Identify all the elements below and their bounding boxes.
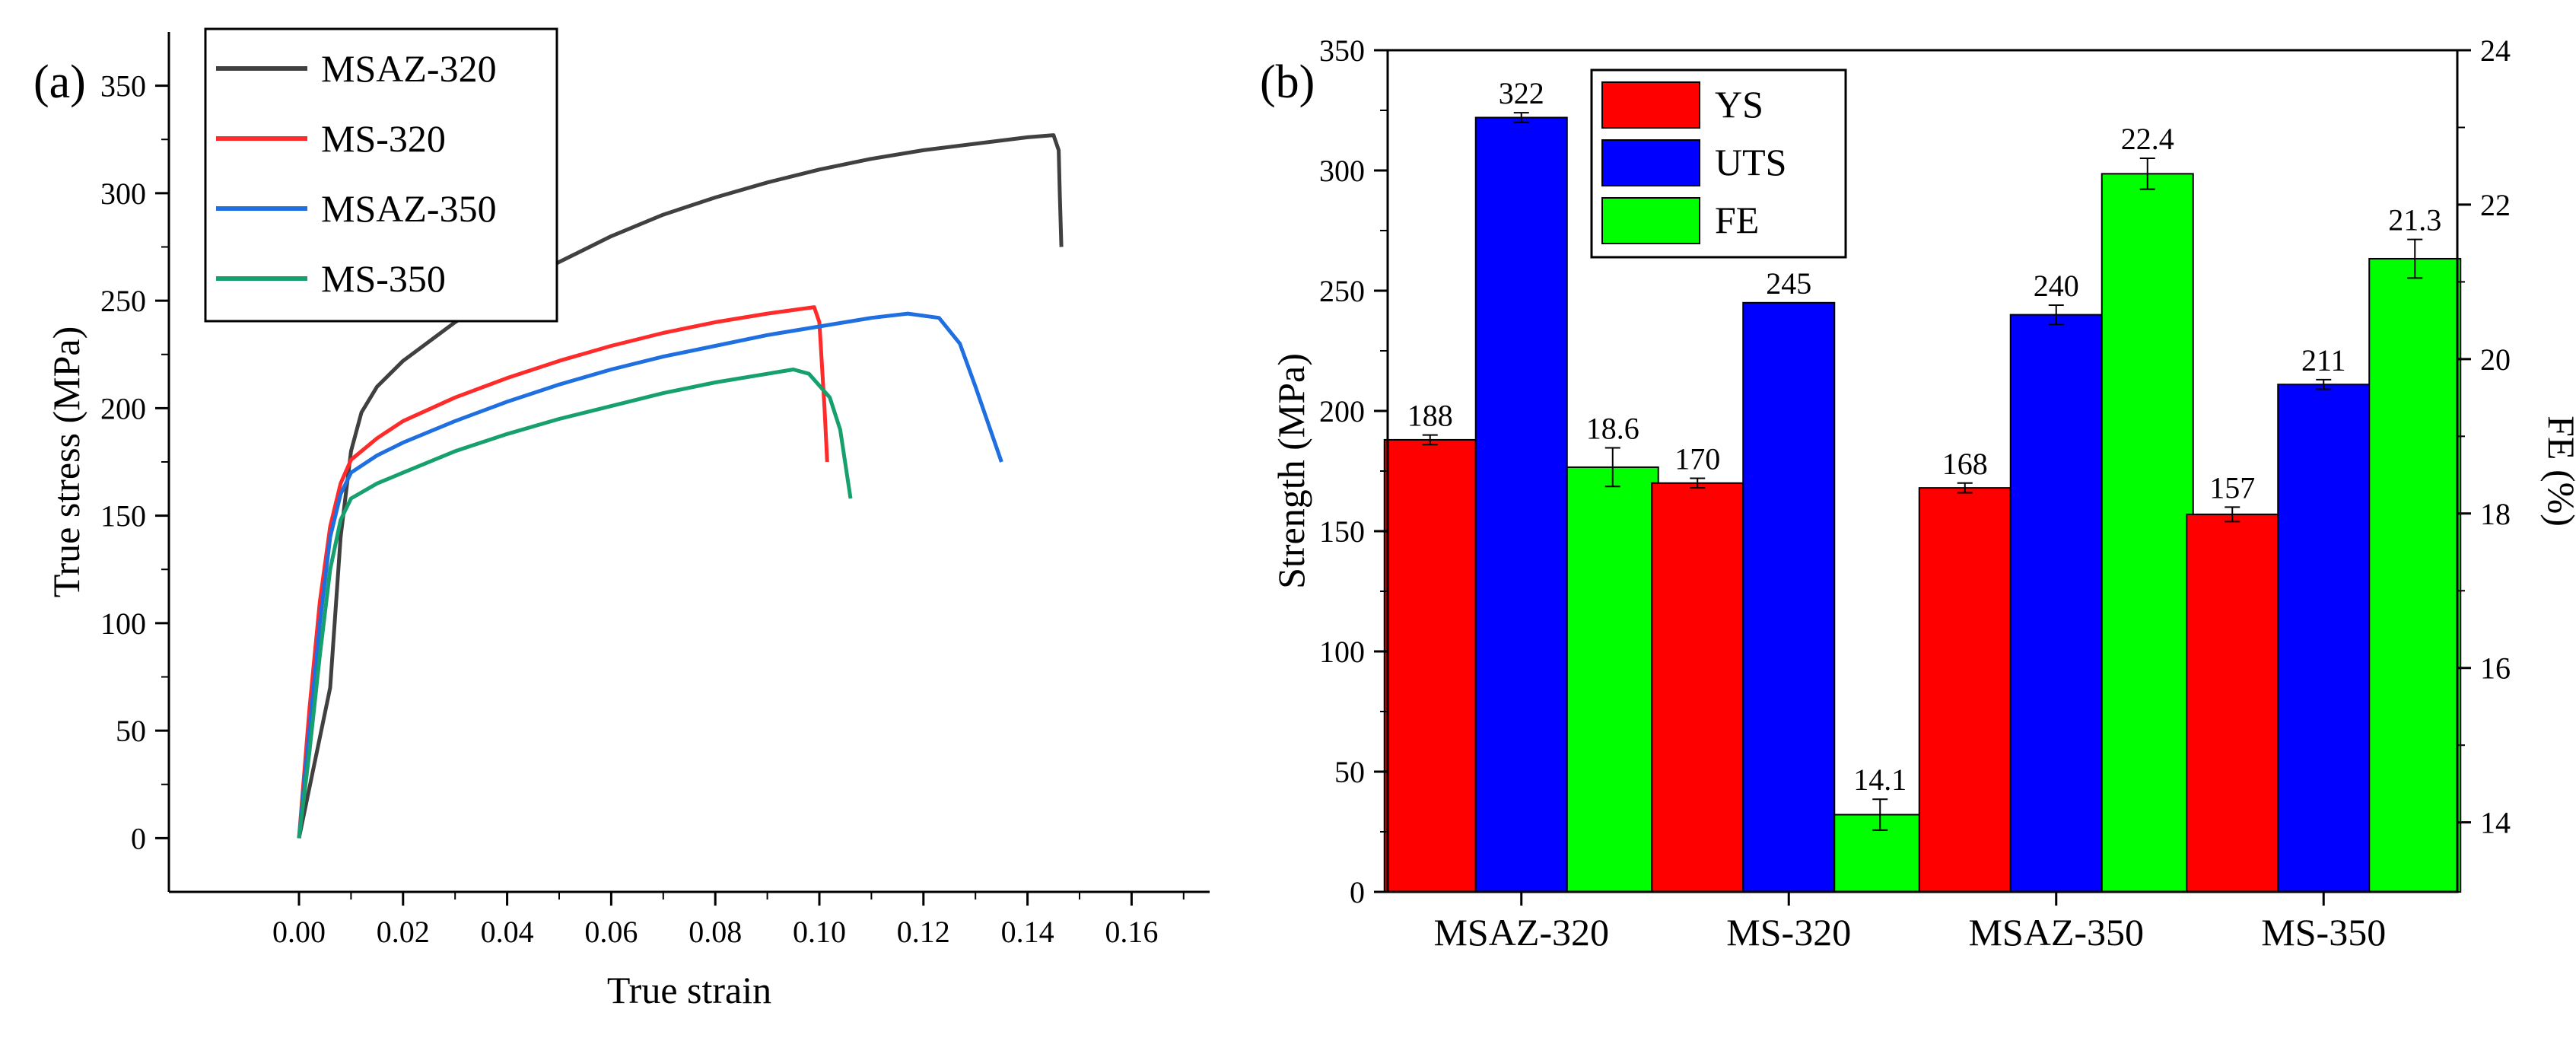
- y-tick-label: 50: [116, 714, 146, 748]
- series-line-ms-350: [297, 368, 853, 839]
- legend-label: FE: [1715, 199, 1759, 241]
- legend-label: YS: [1715, 83, 1763, 126]
- y-tick-label: 100: [1319, 635, 1365, 669]
- y-tick-label: 0: [131, 821, 146, 855]
- legend-swatch-uts: [1601, 139, 1700, 186]
- y2-tick-label: 24: [2480, 33, 2511, 68]
- legend-swatch-ys: [1601, 81, 1700, 129]
- legend-label: MSAZ-320: [321, 47, 497, 90]
- y2-tick-label: 18: [2480, 497, 2511, 531]
- y-tick-label: 300: [1319, 154, 1365, 188]
- y-tick-label: 100: [100, 607, 146, 641]
- y-tick-label: 250: [100, 284, 146, 318]
- series-line-msaz-350: [297, 311, 1003, 839]
- y-tick-label: 200: [100, 391, 146, 425]
- category-label: MSAZ-350: [1968, 911, 2144, 954]
- x-tick-label: 0.06: [584, 915, 638, 949]
- bar-value-label: 21.3: [2388, 203, 2441, 237]
- x-tick-label: 0.10: [793, 915, 846, 949]
- bar-value-label: 170: [1674, 441, 1720, 476]
- bar-uts: [2277, 384, 2371, 893]
- legend-swatch-fe: [1601, 197, 1700, 244]
- legend-box: [204, 27, 558, 323]
- y-tick-label: 350: [100, 69, 146, 103]
- panel-label: (b): [1260, 56, 1315, 108]
- bar-value-label: 168: [1942, 447, 1988, 481]
- bar-value-label: 188: [1407, 399, 1453, 433]
- bar-value-label: 245: [1766, 266, 1811, 301]
- bar-ys: [1651, 482, 1744, 893]
- bar-uts: [1474, 116, 1568, 893]
- bar-value-label: 18.6: [1586, 412, 1639, 446]
- bar-fe: [1566, 466, 1659, 893]
- bar-value-label: 322: [1499, 76, 1544, 110]
- bar-uts: [2009, 314, 2103, 893]
- x-tick-label: 0.00: [272, 915, 326, 949]
- y2-tick-label: 20: [2480, 342, 2511, 377]
- legend-label: UTS: [1715, 141, 1786, 183]
- bar-ys: [1383, 438, 1477, 893]
- bar-value-label: 211: [2301, 343, 2346, 377]
- y2-tick-label: 14: [2480, 806, 2511, 840]
- y-tick-label: 150: [100, 499, 146, 533]
- y2-tick-label: 16: [2480, 651, 2511, 686]
- bar-uts: [1742, 301, 1836, 893]
- bar-value-label: 157: [2209, 470, 2255, 505]
- bar-value-label: 14.1: [1853, 763, 1907, 797]
- y2-axis-title: FE (%): [2540, 416, 2576, 527]
- bar-ys: [2186, 513, 2279, 893]
- y-tick-label: 150: [1319, 514, 1365, 549]
- y-axis-title: True stress (MPa): [45, 326, 87, 598]
- x-tick-label: 0.04: [481, 915, 534, 949]
- category-label: MSAZ-320: [1433, 911, 1609, 954]
- legend-label: MS-320: [321, 117, 446, 160]
- bar-fe: [2368, 257, 2462, 893]
- y-tick-label: 350: [1319, 33, 1365, 68]
- y2-tick-label: 22: [2480, 188, 2511, 222]
- bar-fe: [2101, 173, 2194, 893]
- category-label: MS-320: [1726, 911, 1851, 954]
- category-label: MS-350: [2261, 911, 2386, 954]
- legend-label: MSAZ-350: [321, 187, 497, 230]
- bar-value-label: 22.4: [2121, 122, 2174, 156]
- panel-b-bar-chart: 18832218.6MSAZ-32017024514.1MS-320168240…: [1260, 33, 2576, 954]
- x-tick-label: 0.02: [377, 915, 430, 949]
- bar-value-label: 240: [2034, 269, 2079, 303]
- bar-ys: [1918, 487, 2012, 893]
- panel-a-line-chart: 0.00 0.02 0.04 0.06 0.08 0.10 0.12 0.14 0.16 0 50 1…: [33, 27, 1210, 1011]
- legend-label: MS-350: [321, 257, 446, 300]
- y-tick-label: 300: [100, 177, 146, 211]
- x-tick-label: 0.14: [1001, 915, 1054, 949]
- y-tick-label: 0: [1350, 875, 1365, 909]
- x-axis-title: True strain: [607, 969, 771, 1011]
- y-tick-label: 250: [1319, 274, 1365, 308]
- panel-label: (a): [33, 56, 86, 108]
- y-tick-label: 50: [1334, 755, 1365, 789]
- y-axis-title: Strength (MPa): [1270, 353, 1312, 589]
- y-tick-label: 200: [1319, 394, 1365, 428]
- x-tick-label: 0.16: [1105, 915, 1158, 949]
- series-line-ms-320: [297, 305, 829, 839]
- x-tick-label: 0.12: [897, 915, 950, 949]
- x-tick-label: 0.08: [689, 915, 742, 949]
